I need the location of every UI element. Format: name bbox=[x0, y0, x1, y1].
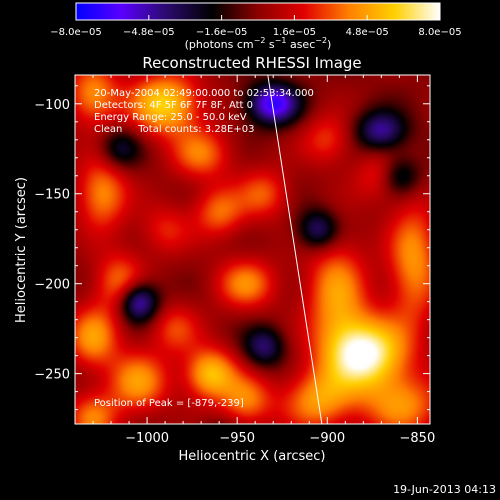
y-tick-label: −250 bbox=[34, 368, 70, 383]
chart-title: Reconstructed RHESSI Image bbox=[142, 54, 361, 72]
limb-line bbox=[267, 75, 323, 424]
x-axis-ticks: −1000 −950 −900 −850 bbox=[74, 75, 436, 446]
y-tick-label: −200 bbox=[34, 278, 70, 293]
annotation-line: Detectors: 4F 5F 6F 7F 8F, Att 0 bbox=[94, 100, 253, 111]
peak-position-label: Position of Peak = [-879,-239] bbox=[94, 398, 244, 409]
x-tick-label: −1000 bbox=[125, 431, 169, 446]
colorbar-tick-label: −8.0e−05 bbox=[50, 27, 102, 38]
y-tick-label: −100 bbox=[34, 98, 70, 113]
annotation-block: 20-May-2004 02:49:00.000 to 02:53:34.000… bbox=[94, 88, 314, 135]
colorbar-tick-label: 1.6e−05 bbox=[273, 27, 316, 38]
x-tick-label: −850 bbox=[400, 431, 436, 446]
x-tick-label: −950 bbox=[219, 431, 255, 446]
y-tick-label: −150 bbox=[34, 188, 70, 203]
colorbar-tick-label: −4.8e−05 bbox=[123, 27, 175, 38]
colorbar-ticks: −8.0e−05 −4.8e−05 −1.6e−05 1.6e−05 4.8e−05 8.… bbox=[50, 15, 462, 38]
x-axis-label: Heliocentric X (arcsec) bbox=[179, 449, 326, 464]
annotation-line: Clean Total counts: 3.28E+03 bbox=[94, 124, 254, 135]
footer-timestamp: 19-Jun-2013 04:13 bbox=[393, 483, 496, 496]
annotation-line: Energy Range: 25.0 - 50.0 keV bbox=[94, 112, 247, 123]
y-axis-ticks: −100 −150 −200 −250 bbox=[34, 85, 430, 411]
colorbar-tick-label: 8.0e−05 bbox=[418, 27, 461, 38]
y-axis-label: Heliocentric Y (arcsec) bbox=[14, 177, 29, 323]
colorbar-tick-label: −1.6e−05 bbox=[196, 27, 248, 38]
plot-frame bbox=[74, 74, 431, 425]
colorbar bbox=[75, 2, 441, 21]
colorbar-units: (photons cm−2 s−1 asec−2) bbox=[185, 36, 332, 51]
annotation-line: 20-May-2004 02:49:00.000 to 02:53:34.000 bbox=[94, 88, 314, 99]
colorbar-tick-label: 4.8e−05 bbox=[346, 27, 389, 38]
x-tick-label: −900 bbox=[309, 431, 345, 446]
heatmap-image bbox=[75, 75, 430, 424]
